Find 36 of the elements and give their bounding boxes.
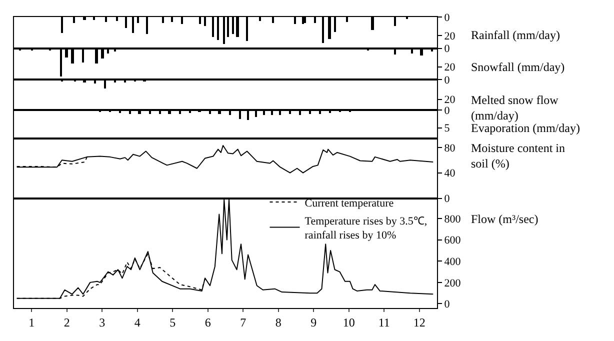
x-tick-label: 1 <box>28 315 35 330</box>
x-tick-label: 12 <box>413 315 426 330</box>
y-tick-label: 40 <box>444 168 456 180</box>
legend-label: Temperature rises by 3.5℃, rainfall rises by 10% <box>304 215 428 242</box>
legend-label: Current temperature <box>304 197 394 210</box>
y-axis-title: Snowfall (mm/day) <box>471 60 565 74</box>
x-tick-label: 4 <box>134 315 140 330</box>
y-tick-label: 400 <box>444 256 462 268</box>
y-tick-label: 20 <box>444 30 456 42</box>
y-tick-label: 0 <box>444 74 450 87</box>
y-tick-label: 0 <box>444 104 450 117</box>
x-tick-label: 7 <box>240 315 246 330</box>
x-tick-label: 3 <box>99 315 106 330</box>
y-tick-label: 0 <box>444 12 450 24</box>
y-tick-label: 20 <box>444 94 456 106</box>
x-tick-label: 8 <box>275 315 282 330</box>
y-axis-title: Evaporation (mm/day) <box>471 121 580 135</box>
x-tick-label: 9 <box>310 315 317 330</box>
x-tick-label: 2 <box>64 315 70 330</box>
y-axis-title: Flow (m³/sec) <box>471 212 538 226</box>
y-axis-title: Moisture content in soil (%) <box>471 141 565 171</box>
x-tick-label: 11 <box>378 315 390 330</box>
x-tick-label: 6 <box>204 315 211 330</box>
y-tick-label: 800 <box>444 213 462 226</box>
y-tick-label: 200 <box>444 277 462 290</box>
y-tick-label: 0 <box>444 193 450 206</box>
y-tick-label: 5 <box>444 122 450 135</box>
x-tick-label: 10 <box>342 315 355 330</box>
y-tick-label: 0 <box>444 43 450 56</box>
y-axis-title: Rainfall (mm/day) <box>471 28 560 42</box>
y-tick-label: 20 <box>444 62 456 74</box>
x-tick-label: 5 <box>170 315 176 330</box>
y-tick-label: 80 <box>444 142 456 154</box>
y-tick-label: 0 <box>444 298 450 311</box>
y-tick-label: 600 <box>444 234 462 247</box>
y-axis-title: Melted snow flow (mm/day) <box>471 93 559 123</box>
